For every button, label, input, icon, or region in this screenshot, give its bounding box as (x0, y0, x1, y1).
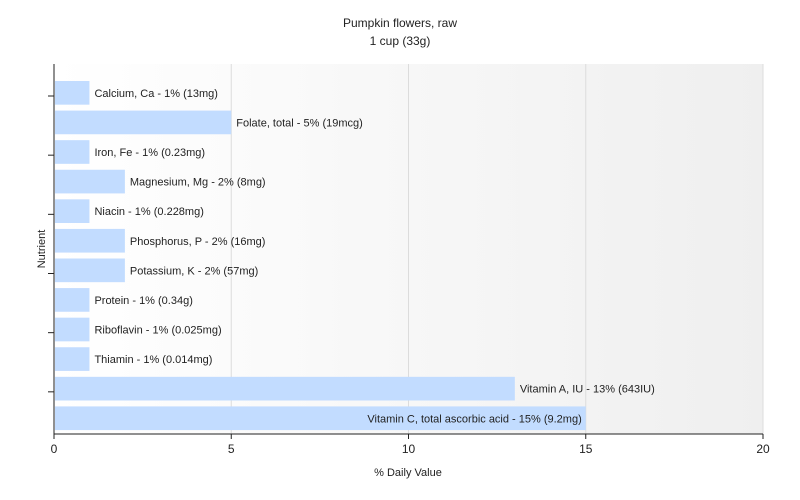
bars (55, 81, 586, 431)
bar-label: Folate, total - 5% (19mcg) (236, 117, 363, 129)
bar (55, 199, 90, 223)
y-axis-ticks (48, 95, 54, 393)
bar-label: Iron, Fe - 1% (0.23mg) (94, 147, 205, 159)
bar-label: Potassium, K - 2% (57mg) (130, 265, 258, 277)
bar-label: Magnesium, Mg - 2% (8mg) (130, 177, 266, 189)
x-tick-label: 10 (402, 442, 416, 456)
x-tick-label: 20 (756, 442, 770, 456)
x-tick-label: 5 (228, 442, 235, 456)
chart-subtitle: 1 cup (33g) (370, 34, 431, 48)
bar (55, 169, 125, 194)
bar-label: Thiamin - 1% (0.014mg) (94, 354, 212, 366)
x-axis-ticks: 0 5 10 15 20 (51, 434, 770, 456)
bar-label: Phosphorus, P - 2% (16mg) (130, 236, 266, 248)
bar-label: Vitamin C, total ascorbic acid - 15% (9.… (367, 413, 581, 425)
x-axis-title: % Daily Value (374, 467, 442, 479)
bar (55, 347, 90, 371)
bar (55, 317, 90, 342)
bar (55, 376, 515, 401)
bar-label: Riboflavin - 1% (0.025mg) (94, 325, 221, 337)
x-tick-label: 15 (579, 442, 593, 456)
bar-label: Niacin - 1% (0.228mg) (94, 206, 203, 218)
bar (55, 258, 125, 283)
bar-label: Protein - 1% (0.34g) (94, 295, 192, 307)
bar (55, 81, 90, 105)
x-tick-label: 0 (51, 442, 58, 456)
bar-label: Vitamin A, IU - 13% (643IU) (520, 384, 655, 396)
chart-title: Pumpkin flowers, raw (343, 16, 457, 30)
bar (55, 406, 586, 431)
bar (55, 140, 90, 164)
bar (55, 110, 232, 135)
bar-label: Calcium, Ca - 1% (13mg) (94, 88, 217, 100)
bar-labels: Calcium, Ca - 1% (13mg) Folate, total - 5… (94, 88, 654, 425)
bar (55, 288, 90, 312)
y-axis-title: Nutrient (36, 230, 48, 269)
bar (55, 228, 125, 253)
